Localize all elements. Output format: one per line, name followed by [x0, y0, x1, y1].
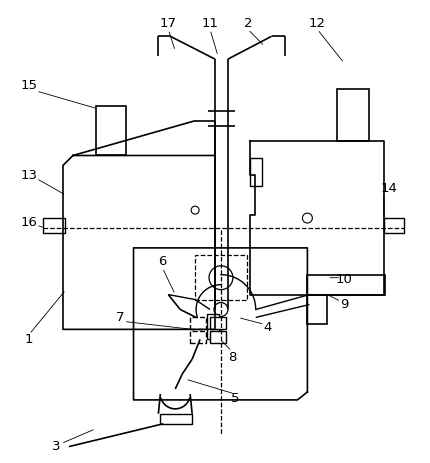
- Bar: [190, 332, 206, 343]
- Text: 10: 10: [336, 273, 353, 286]
- Text: 7: 7: [117, 311, 125, 324]
- Text: 11: 11: [202, 17, 218, 30]
- Bar: [250, 158, 262, 186]
- Bar: [207, 314, 219, 339]
- Text: 6: 6: [158, 255, 166, 268]
- Text: 15: 15: [21, 80, 38, 93]
- Bar: [195, 255, 247, 300]
- Bar: [160, 414, 192, 424]
- Text: 2: 2: [243, 17, 252, 30]
- Text: 14: 14: [381, 182, 397, 195]
- Bar: [96, 106, 126, 156]
- Bar: [210, 332, 226, 343]
- Bar: [307, 294, 327, 325]
- Text: 16: 16: [21, 216, 38, 229]
- Text: 5: 5: [230, 393, 239, 406]
- Bar: [210, 318, 226, 329]
- Text: 13: 13: [21, 169, 38, 182]
- Text: 3: 3: [52, 440, 60, 453]
- Bar: [190, 318, 206, 329]
- Text: 1: 1: [25, 333, 34, 346]
- Text: 12: 12: [309, 17, 326, 30]
- Text: 17: 17: [160, 17, 177, 30]
- Text: 9: 9: [340, 298, 348, 311]
- Bar: [43, 218, 65, 233]
- Bar: [337, 89, 369, 141]
- Text: 4: 4: [264, 321, 272, 334]
- Bar: [384, 218, 404, 233]
- Text: 8: 8: [228, 350, 236, 363]
- Bar: [307, 275, 385, 294]
